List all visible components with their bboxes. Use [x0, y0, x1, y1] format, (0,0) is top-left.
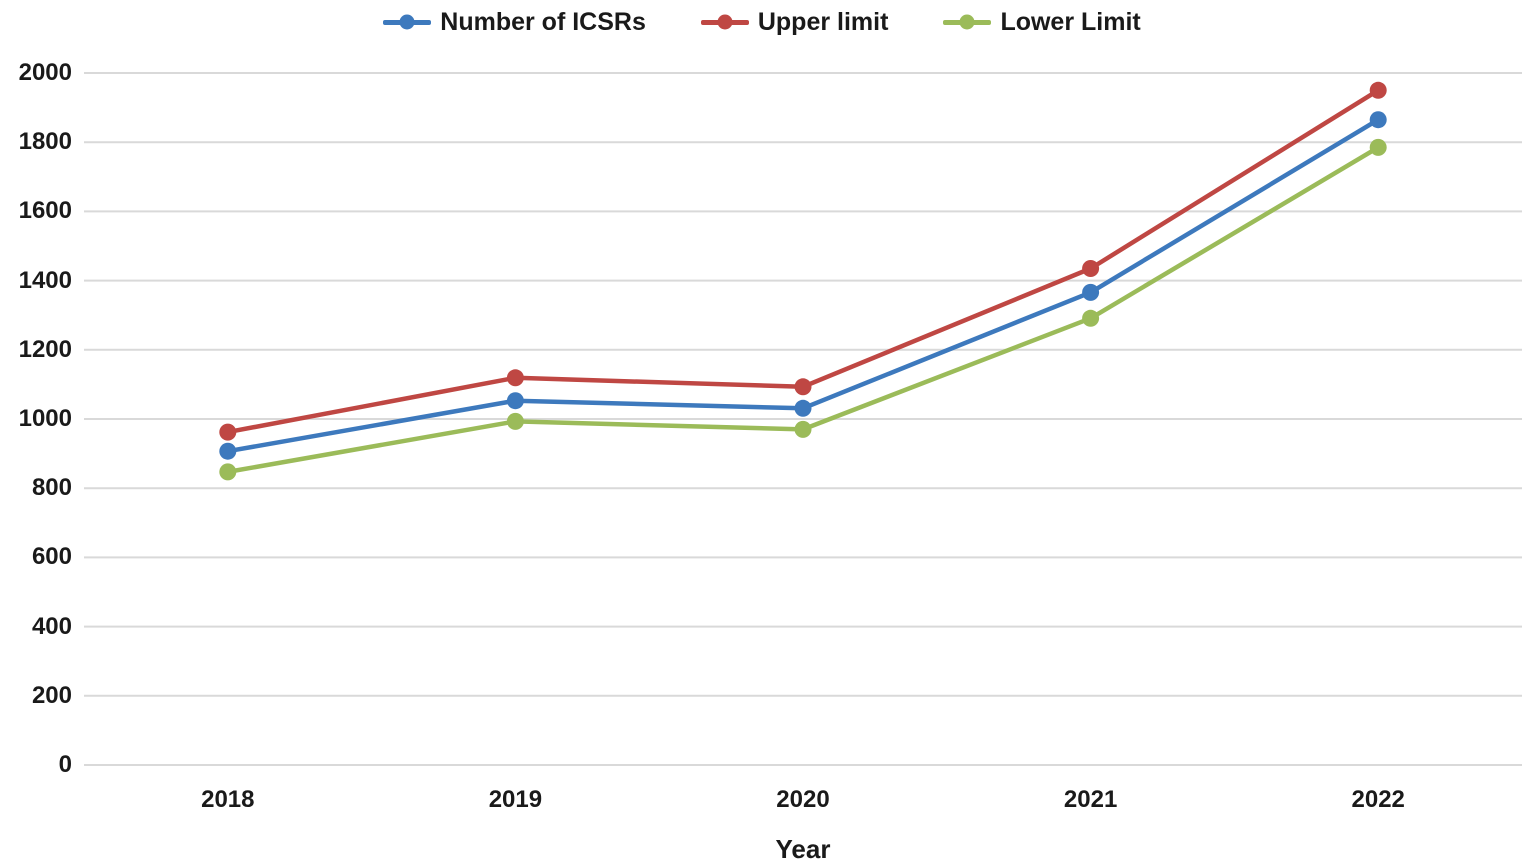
legend-marker-icon — [383, 14, 432, 30]
legend-item-lower-limit: Lower Limit — [943, 7, 1141, 37]
legend-item-upper-limit: Upper limit — [700, 7, 889, 37]
legend-label: Upper limit — [757, 7, 889, 36]
legend-item-number-of-icsrs: Number of ICSRs — [383, 8, 646, 37]
data-point-marker — [794, 420, 812, 438]
x-axis-title: Year — [775, 834, 831, 864]
x-tick-label: 2018 — [201, 786, 255, 813]
data-point-marker — [219, 463, 237, 481]
chart-canvas — [84, 72, 1522, 766]
x-tick-label: 2021 — [1063, 786, 1118, 813]
y-tick-label: 2000 — [18, 59, 72, 86]
data-point-marker — [506, 369, 524, 387]
data-point-marker — [1082, 309, 1100, 327]
data-point-marker — [1369, 81, 1387, 99]
y-tick-label: 800 — [31, 474, 72, 502]
data-point-marker — [219, 423, 237, 441]
y-tick-label: 1200 — [18, 335, 72, 363]
y-tick-label: 1400 — [18, 266, 72, 294]
x-tick-label: 2019 — [488, 786, 543, 813]
y-tick-label: 200 — [31, 681, 72, 709]
data-point-marker — [506, 392, 524, 410]
y-tick-label: 400 — [31, 612, 72, 640]
data-point-marker — [1369, 111, 1387, 129]
y-tick-label: 1600 — [18, 197, 72, 225]
y-tick-label: 0 — [58, 751, 72, 778]
legend-marker-icon — [943, 14, 992, 30]
data-point-marker — [794, 399, 812, 417]
legend-label: Number of ICSRs — [440, 7, 646, 36]
y-tick-label: 1000 — [18, 405, 72, 432]
x-tick-label: 2020 — [776, 786, 830, 813]
y-tick-label: 1800 — [18, 128, 72, 156]
x-tick-label: 2022 — [1351, 786, 1405, 813]
data-point-marker — [1082, 260, 1100, 277]
legend: Number of ICSRs Upper limit Lower Limit — [0, 2, 1524, 42]
data-point-marker — [794, 378, 812, 396]
data-point-marker — [1369, 138, 1387, 156]
data-point-marker — [219, 442, 237, 460]
plot-area — [84, 72, 1522, 766]
legend-label: Lower Limit — [1000, 7, 1141, 36]
data-point-marker — [1082, 283, 1100, 301]
legend-marker-icon — [700, 14, 749, 30]
y-tick-label: 600 — [31, 543, 72, 571]
data-point-marker — [506, 412, 524, 430]
